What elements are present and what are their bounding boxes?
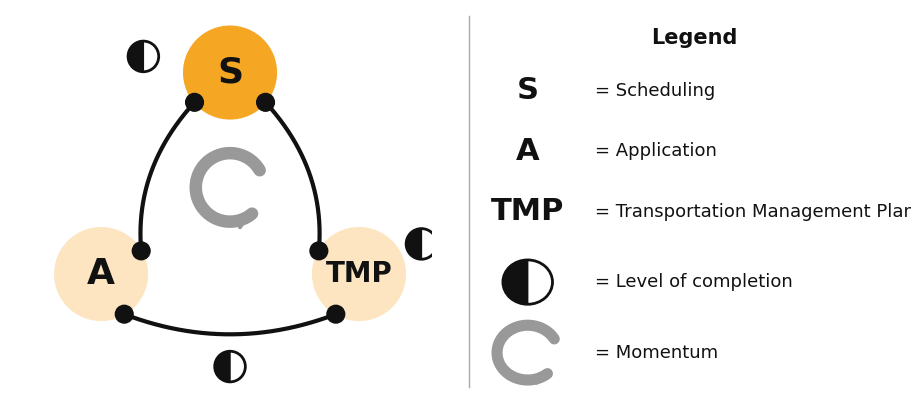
Wedge shape [503, 260, 527, 304]
Circle shape [128, 41, 159, 72]
Text: A: A [516, 137, 539, 166]
Text: = Scheduling: = Scheduling [596, 82, 715, 100]
Text: TMP: TMP [325, 260, 393, 288]
Circle shape [116, 305, 133, 323]
Text: S: S [217, 56, 243, 89]
Text: = Application: = Application [596, 142, 717, 160]
Wedge shape [128, 41, 143, 72]
Circle shape [327, 305, 344, 323]
Text: = Momentum: = Momentum [596, 344, 719, 361]
Circle shape [513, 340, 542, 366]
Wedge shape [215, 351, 230, 382]
Circle shape [257, 93, 274, 111]
Text: TMP: TMP [491, 197, 565, 226]
Text: Legend: Legend [651, 28, 738, 48]
Circle shape [132, 242, 150, 260]
Circle shape [310, 242, 328, 260]
Text: A: A [87, 257, 115, 291]
Text: S: S [517, 76, 538, 105]
Circle shape [406, 229, 436, 259]
Wedge shape [406, 229, 422, 259]
Text: = Level of completion: = Level of completion [596, 273, 793, 291]
Text: = Transportation Management Plan: = Transportation Management Plan [596, 203, 911, 220]
Circle shape [503, 260, 552, 304]
Circle shape [186, 93, 203, 111]
Circle shape [55, 228, 148, 320]
Circle shape [312, 228, 405, 320]
Circle shape [215, 351, 245, 382]
Circle shape [184, 26, 276, 119]
